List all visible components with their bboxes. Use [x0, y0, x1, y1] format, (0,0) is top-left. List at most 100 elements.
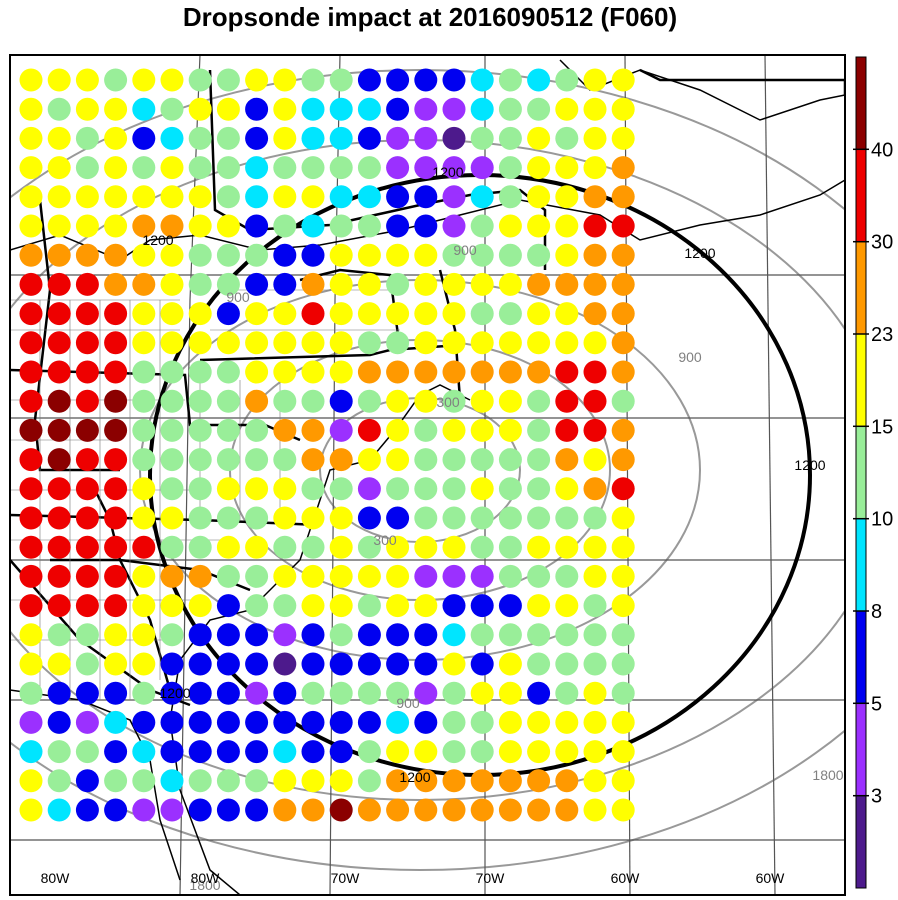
- impact-dot: [527, 272, 551, 296]
- impact-dot: [132, 418, 156, 442]
- impact-dot: [386, 272, 410, 296]
- impact-dot: [273, 185, 297, 209]
- impact-dot: [273, 769, 297, 793]
- impact-dot: [442, 623, 466, 647]
- impact-dot: [527, 594, 551, 618]
- impact-dot: [47, 97, 71, 121]
- impact-dot: [357, 681, 381, 705]
- impact-dot: [527, 185, 551, 209]
- impact-dot: [442, 185, 466, 209]
- impact-dot: [555, 418, 579, 442]
- impact-dot: [498, 769, 522, 793]
- impact-dot: [301, 272, 325, 296]
- impact-dot: [19, 740, 43, 764]
- impact-dot: [442, 564, 466, 588]
- colorbar-segment: [856, 795, 866, 889]
- impact-dot: [104, 68, 128, 92]
- impact-dot: [555, 594, 579, 618]
- impact-dot: [245, 623, 269, 647]
- impact-dot: [160, 97, 184, 121]
- impact-dot: [188, 769, 212, 793]
- impact-dot: [527, 360, 551, 384]
- impact-dot: [470, 68, 494, 92]
- impact-dot: [386, 448, 410, 472]
- impact-dot: [19, 477, 43, 501]
- impact-dot: [245, 798, 269, 822]
- impact-dot: [583, 740, 607, 764]
- impact-dot: [470, 448, 494, 472]
- ring-label: 900: [678, 349, 702, 365]
- impact-dot: [329, 185, 353, 209]
- impact-dot: [498, 535, 522, 559]
- impact-dot: [329, 68, 353, 92]
- impact-dot: [611, 243, 635, 267]
- impact-dot: [160, 68, 184, 92]
- impact-dot: [583, 798, 607, 822]
- impact-dot: [245, 564, 269, 588]
- impact-dot: [442, 506, 466, 530]
- impact-dot: [47, 243, 71, 267]
- impact-dot: [216, 448, 240, 472]
- impact-dot: [470, 156, 494, 180]
- impact-dot: [273, 156, 297, 180]
- impact-dot: [273, 272, 297, 296]
- impact-dot: [75, 243, 99, 267]
- impact-dot: [245, 418, 269, 442]
- impact-dot: [498, 243, 522, 267]
- impact-dot: [414, 214, 438, 238]
- impact-dot: [498, 68, 522, 92]
- impact-dot: [611, 214, 635, 238]
- impact-dot: [216, 740, 240, 764]
- impact-dot: [273, 740, 297, 764]
- impact-dot: [329, 243, 353, 267]
- map-title: Dropsonde impact at 2016090512 (F060): [182, 2, 678, 32]
- impact-dot: [273, 448, 297, 472]
- impact-dot: [442, 302, 466, 326]
- impact-dot: [75, 594, 99, 618]
- impact-dot: [216, 97, 240, 121]
- ring-label: 300: [436, 394, 460, 410]
- impact-dot: [329, 97, 353, 121]
- impact-dot: [104, 243, 128, 267]
- impact-dot: [104, 360, 128, 384]
- impact-dot: [611, 710, 635, 734]
- impact-dot: [442, 68, 466, 92]
- impact-dot: [527, 506, 551, 530]
- impact-dot: [301, 126, 325, 150]
- impact-dot: [188, 477, 212, 501]
- lon-label: 60W: [756, 870, 786, 886]
- impact-dot: [357, 214, 381, 238]
- impact-dot: [75, 418, 99, 442]
- impact-dot: [498, 506, 522, 530]
- ring-label: 1200: [142, 232, 173, 248]
- ring-label: 1800: [189, 877, 220, 893]
- impact-dot: [555, 681, 579, 705]
- impact-dot: [132, 769, 156, 793]
- impact-dot: [216, 710, 240, 734]
- impact-dot: [555, 331, 579, 355]
- impact-dot: [329, 769, 353, 793]
- impact-dot: [132, 97, 156, 121]
- impact-dot: [442, 156, 466, 180]
- impact-dot: [357, 448, 381, 472]
- impact-dot: [442, 769, 466, 793]
- impact-dot: [47, 185, 71, 209]
- impact-dot: [160, 769, 184, 793]
- impact-dot: [555, 185, 579, 209]
- impact-dot: [160, 652, 184, 676]
- impact-dot: [470, 594, 494, 618]
- impact-dot: [160, 564, 184, 588]
- impact-dot: [527, 448, 551, 472]
- impact-dot: [19, 156, 43, 180]
- impact-dot: [216, 272, 240, 296]
- impact-dot: [329, 652, 353, 676]
- impact-dot: [555, 214, 579, 238]
- impact-dot: [414, 623, 438, 647]
- impact-dot: [329, 594, 353, 618]
- impact-dot: [329, 418, 353, 442]
- impact-dot: [160, 798, 184, 822]
- impact-dot: [442, 331, 466, 355]
- impact-dot: [555, 535, 579, 559]
- impact-dot: [527, 623, 551, 647]
- impact-dot: [160, 418, 184, 442]
